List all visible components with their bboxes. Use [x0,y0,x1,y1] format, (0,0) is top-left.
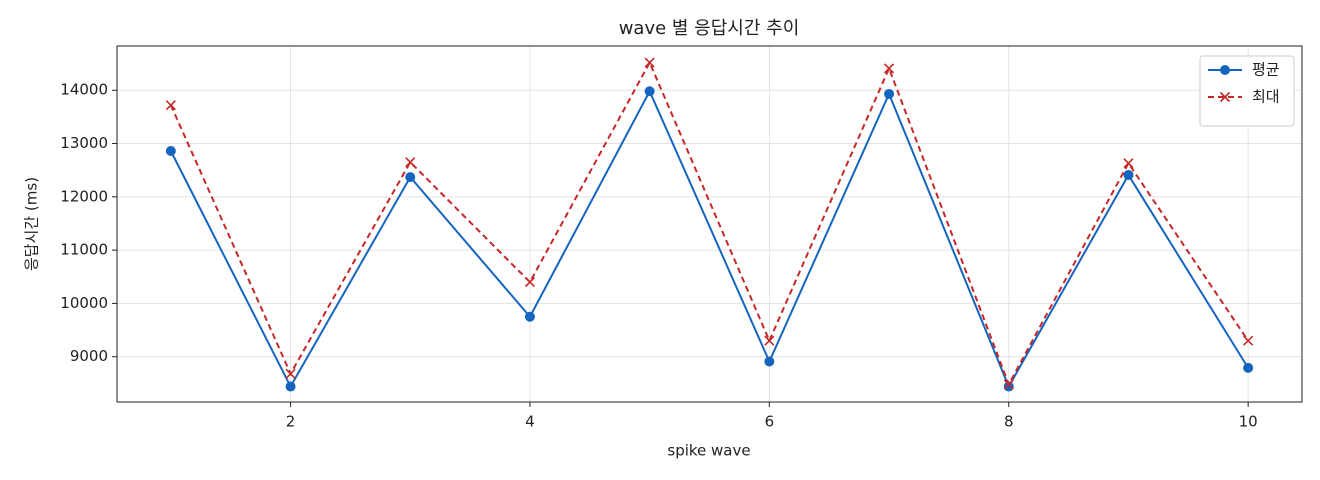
marker [884,88,895,99]
x-tick-label: 4 [525,413,535,431]
y-tick-label: 14000 [60,81,108,99]
y-tick-label: 10000 [60,294,108,312]
y-tick-label: 12000 [60,187,108,205]
marker [524,277,536,288]
marker [524,311,535,322]
x-tick-label: 6 [765,413,775,431]
x-tick-label: 10 [1239,413,1258,431]
marker [165,100,176,111]
marker [1243,362,1254,373]
y-tick-label: 11000 [60,241,108,259]
legend-label: 평균 [1252,61,1280,79]
marker [883,63,895,74]
marker [1123,158,1134,169]
marker [1003,379,1014,390]
y-tick-label: 9000 [70,347,108,365]
x-tick-label: 2 [286,413,296,431]
marker [1123,169,1134,180]
marker [1243,335,1254,346]
legend-box [1199,55,1295,127]
marker [764,335,775,346]
chart-title: wave 별 응답시간 추이 [619,18,800,39]
y-tick-label: 13000 [60,134,108,152]
marker [285,368,296,379]
plot-frame [116,45,1303,403]
x-axis-label: spike wave [667,442,750,460]
legend-marker [1220,65,1230,75]
x-tick-label: 8 [1004,413,1014,431]
marker [285,381,296,392]
series-line [169,89,1249,389]
marker [405,172,416,183]
marker [1003,381,1014,392]
series-line [169,60,1249,387]
marker [764,356,775,367]
marker [644,57,655,68]
y-axis-label: 응답시간 (ms) [23,177,41,271]
legend-marker [1219,91,1231,103]
marker [644,86,655,97]
legend-label: 최대 [1252,88,1280,106]
marker [405,157,416,168]
marker [165,145,176,156]
